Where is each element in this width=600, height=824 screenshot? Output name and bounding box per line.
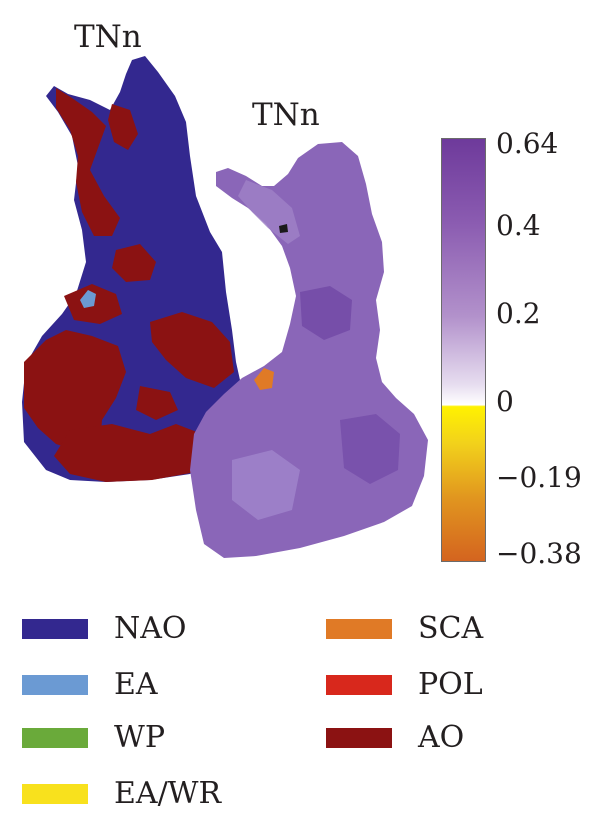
ao-region-northeast: [108, 104, 138, 150]
ao-region-north: [56, 88, 120, 236]
colorbar-tick-label: 0.4: [496, 209, 541, 242]
colorbar: [441, 138, 486, 562]
legend-label: NAO: [114, 611, 187, 646]
colorbar-tick-label: 0: [496, 385, 514, 418]
legend-swatch: [22, 728, 88, 748]
legend-swatch: [326, 728, 392, 748]
right-map-title: TNn: [252, 97, 320, 133]
right-map: [190, 142, 428, 558]
colorbar-tick-label: −0.38: [496, 537, 582, 570]
legend-swatch: [22, 784, 88, 804]
legend-item-wp: WP: [22, 720, 165, 756]
legend-swatch: [326, 619, 392, 639]
marker-north: [279, 224, 288, 233]
colorbar-tick-label: −0.19: [496, 461, 582, 494]
ao-region-west: [24, 330, 126, 452]
legend-label: AO: [418, 720, 465, 755]
legend-swatch: [326, 675, 392, 695]
maps-canvas: [22, 56, 428, 558]
legend-label: EA: [114, 667, 158, 702]
ao-region-center: [136, 386, 178, 420]
ao-region-south: [54, 424, 220, 482]
ao-region-southeast: [150, 312, 234, 388]
legend-item-nao: NAO: [22, 611, 187, 647]
right-map-shade-light-south: [232, 450, 300, 520]
legend-label: SCA: [418, 611, 484, 646]
legend-item-ea: EA: [22, 667, 158, 703]
legend-label: POL: [418, 667, 483, 702]
colorbar-tick-label: 0.64: [496, 127, 559, 160]
legend-label: EA/WR: [114, 776, 222, 811]
left-map-title: TNn: [74, 19, 142, 55]
legend-item-ao: AO: [326, 720, 464, 756]
legend-item-ea-wr: EA/WR: [22, 776, 221, 812]
legend-swatch: [22, 675, 88, 695]
legend-item-sca: SCA: [326, 611, 483, 647]
legend-swatch: [22, 619, 88, 639]
right-map-shade-dark-center: [300, 286, 352, 340]
legend-item-pol: POL: [326, 667, 483, 703]
left-map: [22, 56, 244, 482]
ao-region-middle: [112, 244, 156, 282]
right-map-shade-dark-east: [340, 414, 400, 484]
legend-label: WP: [114, 720, 166, 755]
colorbar-tick-label: 0.2: [496, 297, 541, 330]
ea-region: [80, 290, 96, 308]
sca-region: [254, 368, 274, 390]
